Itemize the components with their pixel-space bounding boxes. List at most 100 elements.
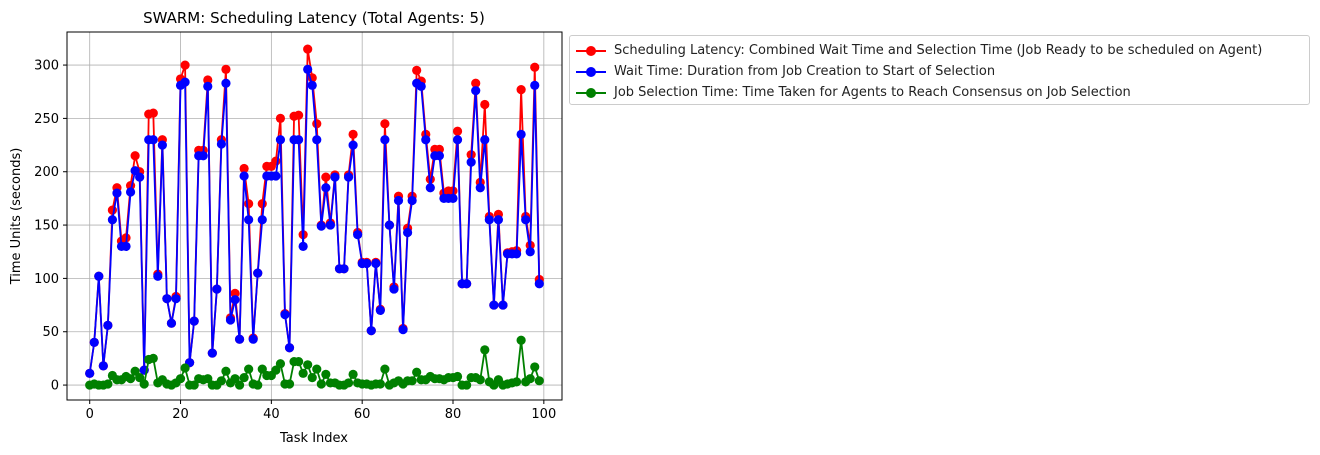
data-point <box>162 294 172 304</box>
data-point <box>275 135 286 145</box>
data-point <box>139 379 149 389</box>
data-point <box>121 241 131 251</box>
data-point <box>239 373 249 383</box>
y-tick-label: 0 <box>51 379 59 394</box>
data-point <box>203 75 213 85</box>
data-point <box>239 163 249 174</box>
data-point <box>180 77 190 87</box>
data-point <box>284 379 295 389</box>
plot-frame <box>66 31 563 401</box>
data-point <box>216 139 227 149</box>
data-point <box>516 85 526 95</box>
x-tick-label: 0 <box>86 407 94 422</box>
legend-label: Job Selection Time: Time Taken for Agent… <box>614 85 1131 100</box>
data-point <box>343 378 354 388</box>
data-point <box>294 110 304 120</box>
data-point <box>316 221 326 231</box>
data-point <box>230 374 240 384</box>
data-point <box>380 119 390 129</box>
data-point <box>421 135 431 145</box>
data-point <box>253 268 263 278</box>
data-point <box>362 258 372 269</box>
data-point <box>244 364 254 374</box>
data-point <box>207 348 217 358</box>
data-point <box>221 78 231 88</box>
data-point <box>85 368 95 378</box>
data-point <box>489 300 499 310</box>
data-point <box>257 199 267 209</box>
data-point <box>244 215 254 225</box>
data-point <box>303 64 313 74</box>
data-point <box>462 279 472 289</box>
data-point <box>530 362 540 372</box>
data-point <box>516 129 526 139</box>
data-point <box>257 364 267 374</box>
data-point <box>312 135 322 145</box>
data-point <box>534 279 544 289</box>
data-point <box>298 368 308 378</box>
data-point <box>234 380 245 390</box>
data-point <box>321 183 331 193</box>
data-point <box>275 359 286 369</box>
data-point <box>180 363 190 373</box>
data-point <box>135 373 145 383</box>
data-point <box>462 380 472 390</box>
data-point <box>475 183 485 193</box>
data-point <box>434 144 444 154</box>
data-point <box>448 193 458 203</box>
data-point <box>416 81 426 91</box>
data-point <box>343 172 354 182</box>
data-point <box>216 376 227 386</box>
data-point <box>402 227 413 238</box>
y-tick-label: 300 <box>34 59 59 74</box>
data-point <box>498 300 508 310</box>
data-point <box>466 157 476 167</box>
data-point <box>389 284 399 294</box>
data-point <box>375 305 385 315</box>
data-point <box>189 316 199 326</box>
data-point <box>271 365 281 375</box>
data-point <box>203 374 213 384</box>
data-point <box>452 126 463 136</box>
data-point <box>157 140 167 150</box>
data-point <box>480 345 490 355</box>
data-point <box>325 220 335 230</box>
y-tick-label: 100 <box>34 272 59 287</box>
data-point <box>452 371 463 382</box>
x-axis-label: Task Index <box>279 431 348 446</box>
data-point <box>298 241 308 251</box>
data-point <box>471 78 481 88</box>
x-tick-label: 60 <box>354 407 371 422</box>
data-point <box>239 171 249 181</box>
data-point <box>525 374 535 384</box>
data-point <box>148 135 158 145</box>
data-point <box>321 172 331 182</box>
legend-entry-scheduling-latency: Scheduling Latency: Combined Wait Time a… <box>570 40 1309 62</box>
data-point <box>412 367 422 377</box>
data-point <box>530 62 540 72</box>
data-point <box>198 151 208 161</box>
data-point <box>221 366 231 376</box>
data-point <box>103 379 113 389</box>
data-point <box>303 360 313 370</box>
data-point <box>484 215 494 225</box>
legend-entry-wait-time: Wait Time: Duration from Job Creation to… <box>570 61 1309 83</box>
y-tick-label: 250 <box>34 112 59 127</box>
data-point <box>125 187 136 197</box>
data-point <box>434 151 444 161</box>
legend-label: Wait Time: Duration from Job Creation to… <box>614 64 996 79</box>
data-point <box>530 80 540 90</box>
y-axis-label: Time Units (seconds) <box>9 148 24 286</box>
data-point <box>112 188 122 198</box>
data-point <box>225 315 236 325</box>
axis-ticks: 0 20 40 60 80 100 0 50 100 150 200 250 300 <box>34 59 556 422</box>
chart-title: SWARM: Scheduling Latency (Total Agents:… <box>143 9 485 27</box>
data-point <box>348 129 358 139</box>
data-point <box>480 135 490 145</box>
data-point <box>407 376 417 386</box>
data-point <box>107 205 118 215</box>
y-tick-label: 200 <box>34 165 59 180</box>
data-point <box>307 373 317 383</box>
data-point <box>393 195 404 206</box>
legend-swatch-blue <box>576 67 606 77</box>
